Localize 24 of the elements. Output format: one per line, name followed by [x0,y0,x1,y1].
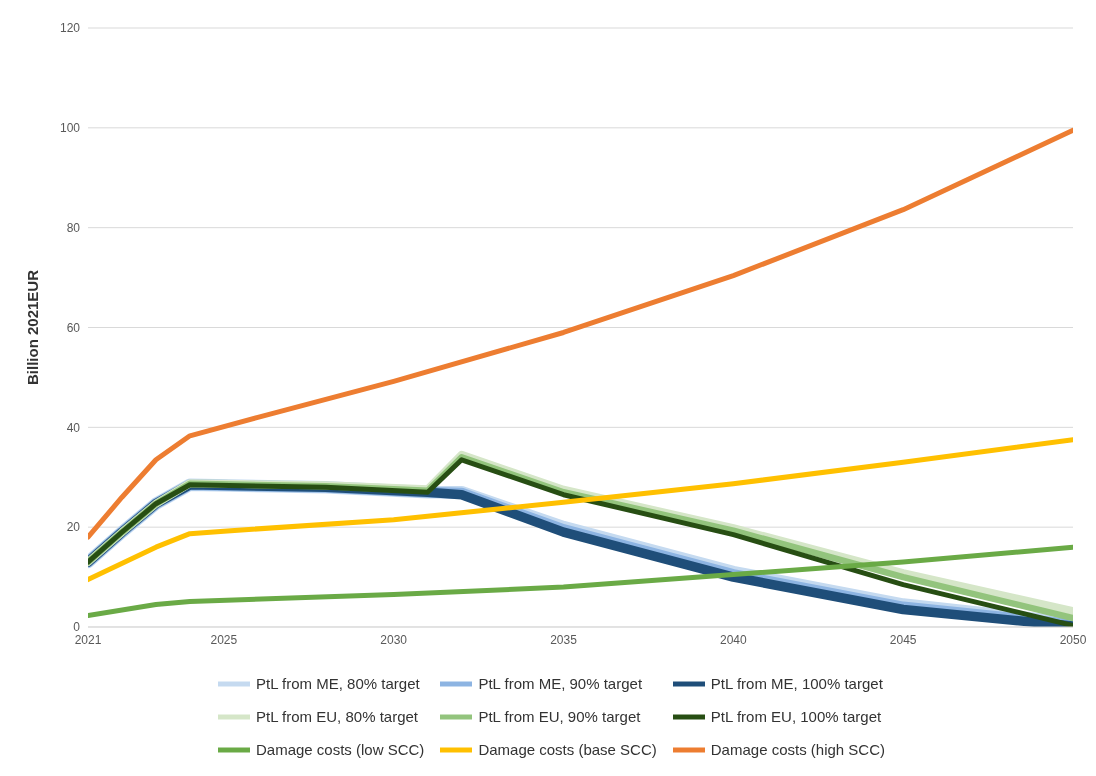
legend-label: PtL from EU, 80% target [255,708,418,725]
legend-label: PtL from EU, 90% target [478,708,641,725]
legend-label: PtL from ME, 80% target [255,675,420,692]
y-tick-label: 0 [73,620,81,635]
y-tick-label: 80 [66,220,81,235]
legend-label: Damage costs (base SCC) [478,741,657,758]
legend-label: Damage costs (low SCC) [255,741,425,758]
x-tick-label: 2025 [210,632,238,647]
y-tick-label: 40 [66,420,81,435]
x-tick-label: 2021 [74,632,102,647]
legend-label: PtL from ME, 90% target [478,675,643,692]
legend-label: PtL from EU, 100% target [710,708,882,725]
y-tick-label: 20 [66,520,81,535]
y-tick-label: 60 [66,320,81,335]
y-tick-label: 120 [59,21,81,36]
y-axis-title: Billion 2021EUR [24,269,42,386]
legend-label: Damage costs (high SCC) [710,741,886,758]
x-tick-label: 2040 [719,632,748,647]
x-tick-label: 2045 [889,632,917,647]
x-tick-label: 2035 [550,632,578,647]
x-tick-label: 2030 [380,632,408,647]
x-tick-label: 2050 [1059,632,1087,647]
legend-label: PtL from ME, 100% target [710,675,883,692]
y-tick-label: 100 [59,121,81,136]
